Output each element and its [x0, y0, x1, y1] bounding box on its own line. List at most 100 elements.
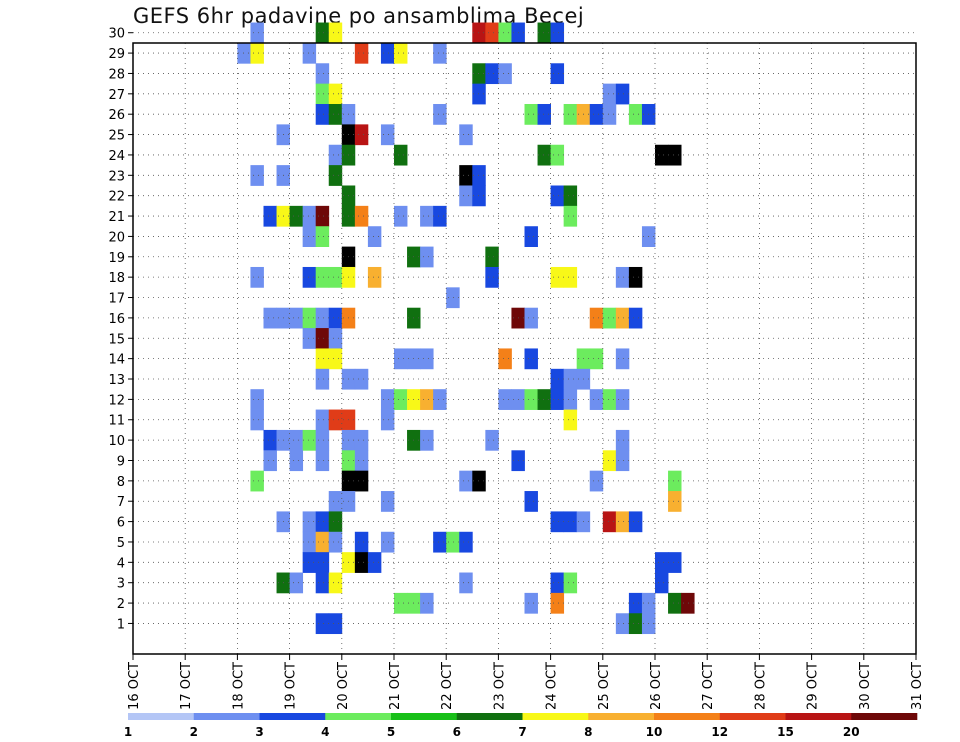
heatmap-cell — [602, 307, 617, 329]
heatmap-cell — [537, 389, 551, 410]
heatmap-cell — [485, 266, 499, 288]
heatmap-cell — [289, 450, 304, 472]
heatmap-cell — [472, 83, 486, 105]
heatmap-cell — [550, 185, 565, 207]
heatmap-cell — [380, 531, 395, 553]
heatmap-cell — [354, 552, 369, 573]
heatmap-cell — [563, 409, 578, 431]
heatmap-cell — [394, 348, 408, 370]
heatmap-cell — [380, 389, 395, 410]
heatmap-cell — [250, 470, 264, 492]
heatmap-cell — [315, 104, 330, 125]
heatmap-cell — [367, 266, 382, 288]
heatmap-cell — [302, 307, 317, 329]
heatmap-cell — [446, 287, 460, 309]
heatmap-cell — [315, 266, 330, 288]
heatmap-cell — [537, 144, 551, 166]
heatmap-cell — [380, 409, 395, 431]
heatmap-cell — [250, 266, 264, 288]
colorbar-label: 7 — [518, 725, 526, 739]
x-tick-label: 27 OCT — [701, 662, 716, 710]
heatmap-cell — [315, 307, 330, 329]
grid-lines — [133, 32, 916, 654]
y-tick-label: 25 — [108, 129, 125, 144]
heatmap-cell — [420, 205, 434, 227]
y-tick-label: 12 — [108, 393, 125, 408]
heatmap-cell — [550, 63, 565, 85]
heatmap-cell — [315, 552, 330, 573]
colorbar-swatch — [851, 713, 918, 720]
x-tick-label: 22 OCT — [440, 662, 455, 710]
colorbar-swatch — [128, 713, 195, 720]
heatmap-cell — [563, 185, 578, 207]
heatmap-cell — [302, 42, 317, 64]
heatmap-cell — [628, 592, 643, 614]
y-tick-label: 30 — [108, 27, 125, 42]
heatmap-cell — [263, 450, 277, 472]
heatmap-cell — [615, 511, 630, 533]
x-tick-label: 30 OCT — [858, 662, 873, 710]
heatmap-cell — [472, 63, 486, 85]
colorbar-swatch — [325, 713, 392, 720]
x-tick-label: 16 OCT — [127, 662, 142, 710]
heatmap-cell — [589, 389, 604, 410]
heatmap-cell — [498, 348, 512, 370]
heatmap-cell — [615, 307, 630, 329]
heatmap-cell — [394, 592, 408, 614]
heatmap-cell — [315, 22, 330, 44]
heatmap-cell — [289, 429, 304, 451]
y-tick-label: 4 — [117, 556, 125, 571]
heatmap-cell — [328, 328, 343, 349]
heatmap-cell — [668, 470, 682, 492]
heatmap-cell — [250, 165, 264, 186]
y-tick-label: 16 — [108, 312, 125, 327]
heatmap-cell — [563, 389, 578, 410]
heatmap-cell — [472, 165, 486, 186]
x-tick-label: 21 OCT — [388, 662, 403, 710]
heatmap-cell — [485, 246, 499, 268]
heatmap-cell — [550, 368, 565, 390]
heatmap-cell — [655, 552, 669, 573]
colorbar-swatch — [391, 713, 458, 720]
heatmap-cell — [315, 613, 330, 635]
y-tick-label: 23 — [108, 169, 125, 184]
colorbar-swatch — [654, 713, 721, 720]
heatmap-cell — [615, 348, 630, 370]
heatmap-cell — [315, 83, 330, 105]
heatmap-cell — [524, 389, 538, 410]
heatmap-cell — [615, 450, 630, 472]
y-tick-label: 10 — [108, 434, 125, 449]
y-tick-label: 18 — [108, 271, 125, 286]
heatmap-cell — [485, 22, 499, 44]
heatmap-cell — [433, 531, 447, 553]
heatmap-cell — [367, 552, 382, 573]
y-tick-label: 5 — [117, 536, 125, 551]
colorbar-swatch — [193, 713, 260, 720]
heatmap-cell — [628, 613, 643, 635]
plot-frame — [132, 42, 917, 655]
heatmap-cell — [380, 124, 395, 146]
heatmap-cell — [302, 531, 317, 553]
heatmap-cell — [354, 368, 369, 390]
heatmap-cell — [485, 63, 499, 85]
heatmap-cell — [394, 205, 408, 227]
colorbar-label: 4 — [321, 725, 329, 739]
heatmap-cell — [315, 511, 330, 533]
y-axis-ticks: 1234567891011121314151617181920212223242… — [108, 27, 133, 632]
heatmap-cell — [302, 429, 317, 451]
heatmap-cell — [472, 470, 486, 492]
heatmap-cell — [237, 42, 251, 64]
heatmap-cell — [602, 389, 617, 410]
y-tick-label: 19 — [108, 251, 125, 266]
heatmap-cell — [615, 613, 630, 635]
heatmap-cell — [328, 307, 343, 329]
heatmap-cell — [459, 185, 473, 207]
heatmap-cell — [668, 552, 682, 573]
colorbar: 1 2 3 4 5 6 7 8 10 12 15 20 — [124, 713, 918, 739]
heatmap-cell — [394, 144, 408, 166]
heatmap-cell — [328, 144, 343, 166]
y-tick-label: 20 — [108, 230, 125, 245]
y-tick-label: 1 — [117, 617, 125, 632]
heatmap-cell — [328, 491, 343, 512]
